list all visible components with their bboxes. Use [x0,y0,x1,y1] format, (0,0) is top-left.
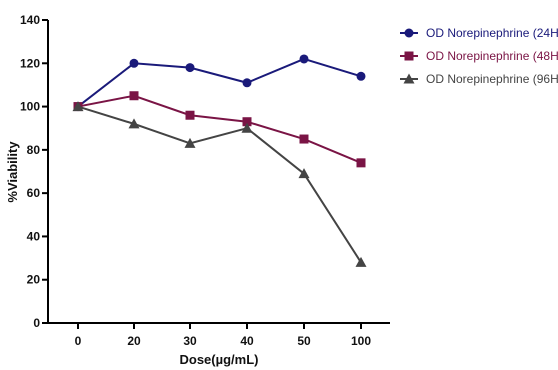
data-point [185,63,195,73]
legend-item: OD Norepinephrine (96H) [400,72,558,86]
data-point [299,54,309,64]
data-point [299,134,309,144]
series-2 [73,91,366,168]
x-tick-label: 50 [297,334,311,348]
x-tick-label: 100 [351,334,371,348]
data-point [242,78,252,88]
x-tick-label: 30 [183,334,197,348]
y-axis: 0 20 40 60 80 100 120 140 [20,13,49,330]
data-point [356,71,366,81]
data-point [129,91,139,101]
legend-label: OD Norepinephrine (24H) [426,26,558,40]
x-tick-label: 20 [127,334,141,348]
x-axis: 0 20 30 40 50 100 [47,322,390,348]
y-tick-label: 0 [33,316,40,330]
data-point [128,118,140,129]
series-line [77,105,362,263]
legend-marker [403,73,415,84]
x-tick-label: 40 [240,334,254,348]
series-line [77,57,362,108]
data-point [129,58,139,68]
y-tick-label: 60 [27,186,41,200]
y-tick-label: 20 [27,273,41,287]
series-1 [73,54,366,112]
x-axis-title: Dose(µg/mL) [180,352,259,367]
data-point [241,122,253,133]
data-point [298,168,310,179]
y-tick-label: 120 [20,56,40,70]
legend-label: OD Norepinephrine (48H) [426,49,558,63]
legend-marker [404,51,414,61]
legend-label: OD Norepinephrine (96H) [426,72,558,86]
data-point [184,137,196,148]
legend-item: OD Norepinephrine (24H) [400,26,558,40]
y-tick-label: 100 [20,100,40,114]
data-point [72,101,84,112]
data-point [242,117,252,127]
y-axis-title: %Viability [5,141,20,203]
data-point [185,110,195,120]
data-point [356,158,366,168]
series-layer [72,54,367,267]
series-3 [72,101,367,267]
x-tick-label: 0 [75,334,82,348]
y-tick-label: 40 [27,229,41,243]
series-line [77,94,362,164]
data-point [355,256,367,267]
y-tick-label: 140 [20,13,40,27]
y-tick-label: 80 [27,143,41,157]
legend: OD Norepinephrine (24H) OD Norepinephrine… [400,26,558,86]
legend-item: OD Norepinephrine (48H) [400,49,558,63]
legend-marker [404,28,414,38]
